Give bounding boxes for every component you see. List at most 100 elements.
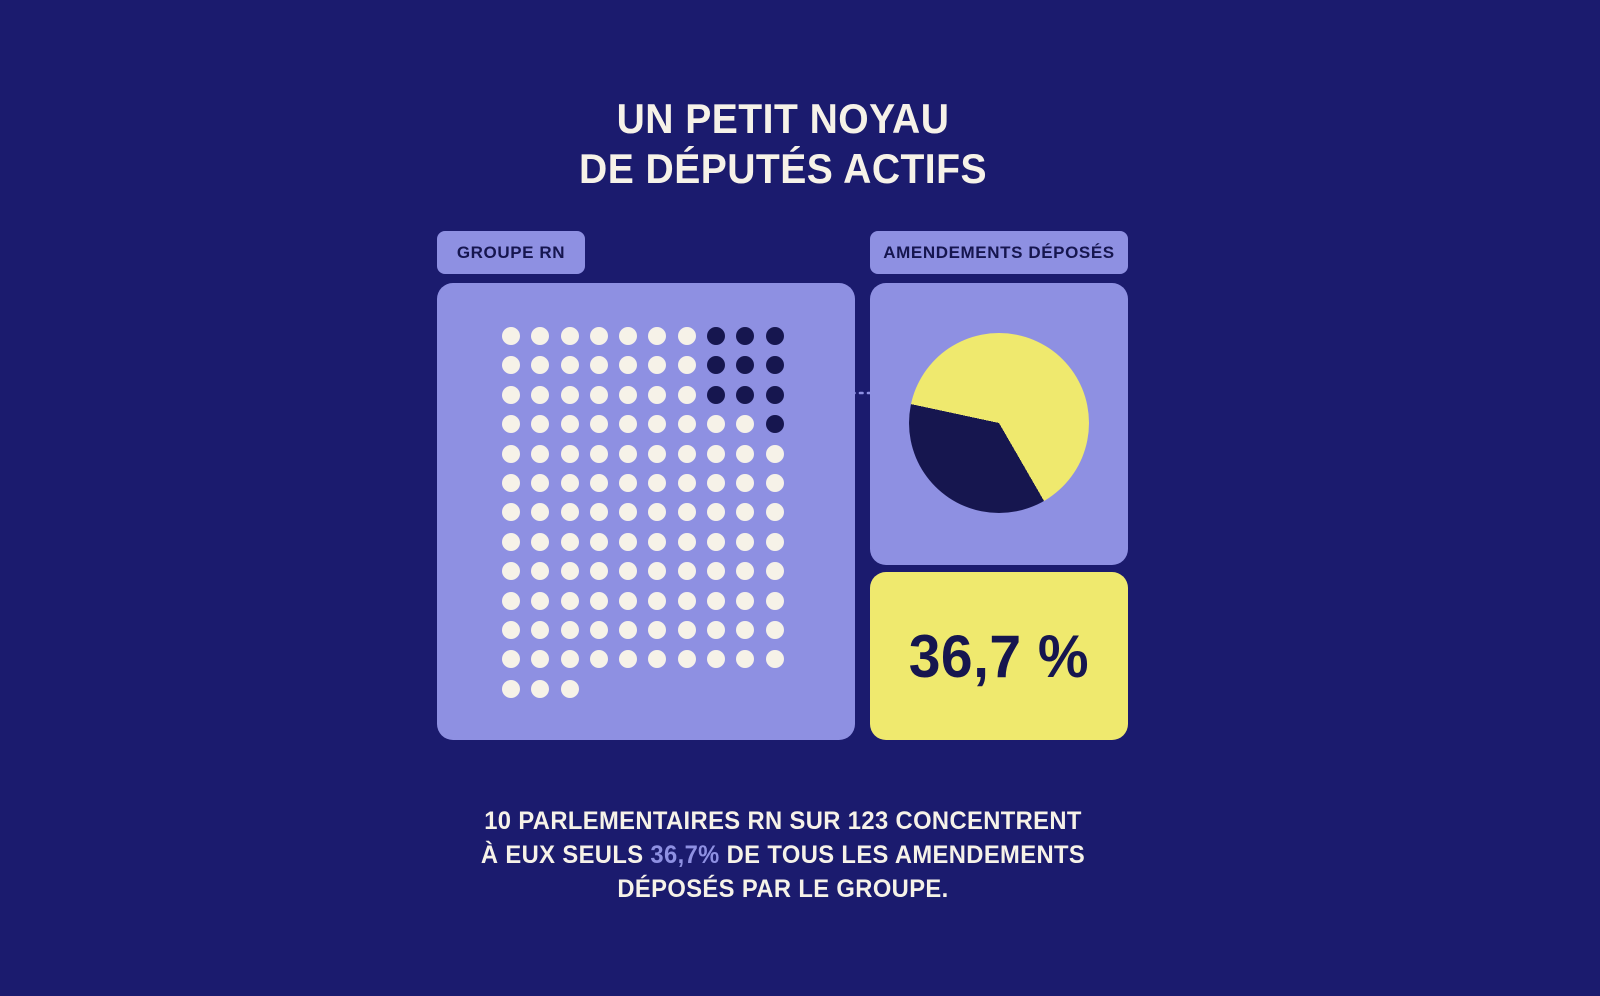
deputy-dot bbox=[707, 473, 726, 492]
deputy-dot bbox=[677, 356, 696, 375]
caption-line-2-suffix: DE TOUS LES AMENDEMENTS bbox=[719, 841, 1086, 869]
deputy-dot-active bbox=[765, 415, 784, 434]
caption: 10 PARLEMENTAIRES RN SUR 123 CONCENTRENT… bbox=[359, 804, 1206, 906]
deputy-dot bbox=[765, 473, 784, 492]
deputy-dot bbox=[648, 503, 667, 522]
deputy-dot bbox=[589, 415, 608, 434]
deputy-dot bbox=[707, 562, 726, 581]
deputy-dot bbox=[560, 650, 579, 669]
deputy-dot bbox=[560, 532, 579, 551]
deputy-dot bbox=[707, 591, 726, 610]
deputy-dot bbox=[560, 620, 579, 639]
deputy-dot bbox=[560, 415, 579, 434]
deputy-dot bbox=[677, 591, 696, 610]
deputy-dot bbox=[619, 327, 638, 345]
title-line-2: DE DÉPUTÉS ACTIFS bbox=[579, 145, 987, 192]
deputy-dot bbox=[589, 620, 608, 639]
deputy-dot bbox=[677, 620, 696, 639]
deputy-dot bbox=[677, 503, 696, 522]
deputy-dot bbox=[736, 415, 755, 434]
caption-line-2-prefix: À EUX SEULS bbox=[480, 841, 651, 869]
deputy-dot bbox=[707, 415, 726, 434]
page-title: UN PETIT NOYAU DE DÉPUTÉS ACTIFS bbox=[461, 94, 1105, 194]
caption-line-1: 10 PARLEMENTAIRES RN SUR 123 CONCENTRENT bbox=[484, 807, 1082, 835]
arrow-right-icon bbox=[786, 386, 910, 400]
deputy-dot bbox=[648, 650, 667, 669]
deputy-dot bbox=[736, 532, 755, 551]
deputy-dot bbox=[619, 473, 638, 492]
deputy-dot bbox=[648, 385, 667, 404]
caption-line-2: À EUX SEULS 36,7% DE TOUS LES AMENDEMENT… bbox=[359, 838, 1206, 872]
deputy-dot bbox=[765, 532, 784, 551]
pie-chart bbox=[909, 333, 1089, 513]
deputy-dot bbox=[531, 650, 550, 669]
deputy-dot bbox=[619, 591, 638, 610]
deputy-dot bbox=[531, 473, 550, 492]
deputy-dot bbox=[531, 415, 550, 434]
deputy-dot bbox=[589, 385, 608, 404]
deputy-dot bbox=[502, 591, 520, 610]
deputy-dot-active bbox=[707, 327, 726, 345]
deputy-dot bbox=[736, 503, 755, 522]
deputy-dot bbox=[765, 650, 784, 669]
deputy-dot bbox=[560, 591, 579, 610]
deputy-dot bbox=[648, 591, 667, 610]
deputy-dot bbox=[648, 620, 667, 639]
deputy-dot bbox=[589, 650, 608, 669]
caption-line-3: DÉPOSÉS PAR LE GROUPE. bbox=[617, 875, 949, 903]
deputy-dot bbox=[736, 444, 755, 463]
deputy-dot bbox=[531, 444, 550, 463]
deputy-dot bbox=[707, 444, 726, 463]
deputy-dot-active bbox=[765, 327, 784, 345]
deputy-dot bbox=[736, 650, 755, 669]
deputy-dot bbox=[677, 385, 696, 404]
deputy-dot-active bbox=[765, 356, 784, 375]
deputy-dot bbox=[677, 562, 696, 581]
deputy-dot bbox=[560, 385, 579, 404]
deputy-dot bbox=[619, 444, 638, 463]
deputy-dot bbox=[765, 444, 784, 463]
deputy-dot bbox=[736, 620, 755, 639]
deputy-dot bbox=[648, 444, 667, 463]
deputy-dot bbox=[589, 444, 608, 463]
deputy-dot bbox=[502, 679, 520, 698]
waffle-panel bbox=[437, 283, 855, 740]
deputy-dot bbox=[502, 444, 520, 463]
deputy-dot bbox=[619, 415, 638, 434]
deputy-dot bbox=[619, 650, 638, 669]
deputy-dot bbox=[736, 591, 755, 610]
deputy-dot bbox=[502, 415, 520, 434]
caption-highlight-percentage: 36,7% bbox=[650, 841, 720, 869]
stat-value: 36,7 % bbox=[908, 622, 1090, 690]
deputy-dot bbox=[502, 385, 520, 404]
amendments-tag-label: AMENDEMENTS DÉPOSÉS bbox=[883, 242, 1115, 262]
deputy-dot bbox=[619, 356, 638, 375]
deputy-dot bbox=[765, 503, 784, 522]
deputy-dot bbox=[707, 532, 726, 551]
deputy-dot bbox=[707, 503, 726, 522]
deputy-dot bbox=[502, 532, 520, 551]
deputy-dot bbox=[648, 327, 667, 345]
deputy-dot bbox=[677, 532, 696, 551]
deputy-dot-active bbox=[736, 356, 755, 375]
deputy-dot bbox=[560, 473, 579, 492]
deputy-dot bbox=[560, 327, 579, 345]
deputy-dot-active bbox=[707, 385, 726, 404]
deputy-dot bbox=[736, 562, 755, 581]
deputy-dot bbox=[502, 650, 520, 669]
deputy-dot bbox=[765, 591, 784, 610]
deputy-dot bbox=[502, 503, 520, 522]
deputy-dot bbox=[589, 327, 608, 345]
deputy-dot bbox=[765, 562, 784, 581]
deputy-dot bbox=[648, 473, 667, 492]
deputy-dot bbox=[677, 444, 696, 463]
deputy-dot bbox=[531, 385, 550, 404]
deputy-dot bbox=[531, 532, 550, 551]
deputy-dot bbox=[619, 385, 638, 404]
deputy-dot bbox=[677, 415, 696, 434]
deputy-dot bbox=[531, 503, 550, 522]
deputy-dot bbox=[589, 562, 608, 581]
waffle-grid bbox=[502, 327, 784, 698]
deputy-dot bbox=[589, 356, 608, 375]
